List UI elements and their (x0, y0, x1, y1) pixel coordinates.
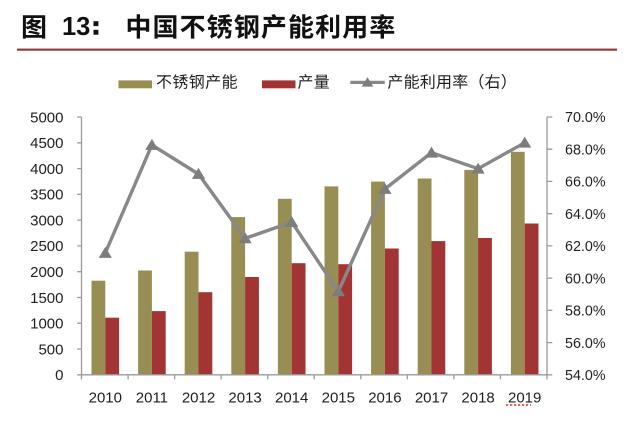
svg-text:2011: 2011 (136, 390, 168, 407)
svg-text:2019: 2019 (508, 390, 541, 407)
svg-text:64.0%: 64.0% (565, 207, 606, 223)
svg-text:2015: 2015 (322, 390, 355, 407)
svg-text:3000: 3000 (30, 212, 63, 229)
svg-text:56.0%: 56.0% (565, 336, 606, 352)
svg-text:1500: 1500 (30, 290, 63, 307)
svg-text:1000: 1000 (30, 316, 63, 333)
svg-text:62.0%: 62.0% (565, 239, 606, 255)
svg-text:0: 0 (55, 367, 63, 384)
svg-text:54.0%: 54.0% (565, 368, 606, 384)
svg-text:2500: 2500 (30, 238, 63, 255)
svg-text:4500: 4500 (30, 135, 63, 152)
svg-text:68.0%: 68.0% (565, 142, 606, 158)
svg-text:3500: 3500 (30, 187, 63, 204)
svg-text:2017: 2017 (415, 390, 448, 407)
svg-text:60.0%: 60.0% (565, 271, 606, 287)
svg-text:58.0%: 58.0% (565, 304, 606, 320)
svg-text:70.0%: 70.0% (565, 110, 606, 126)
svg-text:5000: 5000 (30, 109, 63, 126)
svg-text:2013: 2013 (228, 390, 261, 407)
svg-text:500: 500 (38, 341, 63, 358)
svg-text:13: 13 (62, 13, 90, 41)
svg-text:2016: 2016 (368, 390, 401, 407)
svg-text:4000: 4000 (30, 161, 63, 178)
svg-text:66.0%: 66.0% (565, 175, 606, 191)
svg-text:2012: 2012 (182, 390, 215, 407)
svg-text:2014: 2014 (275, 390, 308, 407)
svg-text:2000: 2000 (30, 264, 63, 281)
svg-text:2010: 2010 (89, 390, 122, 407)
svg-text:2018: 2018 (461, 390, 494, 407)
